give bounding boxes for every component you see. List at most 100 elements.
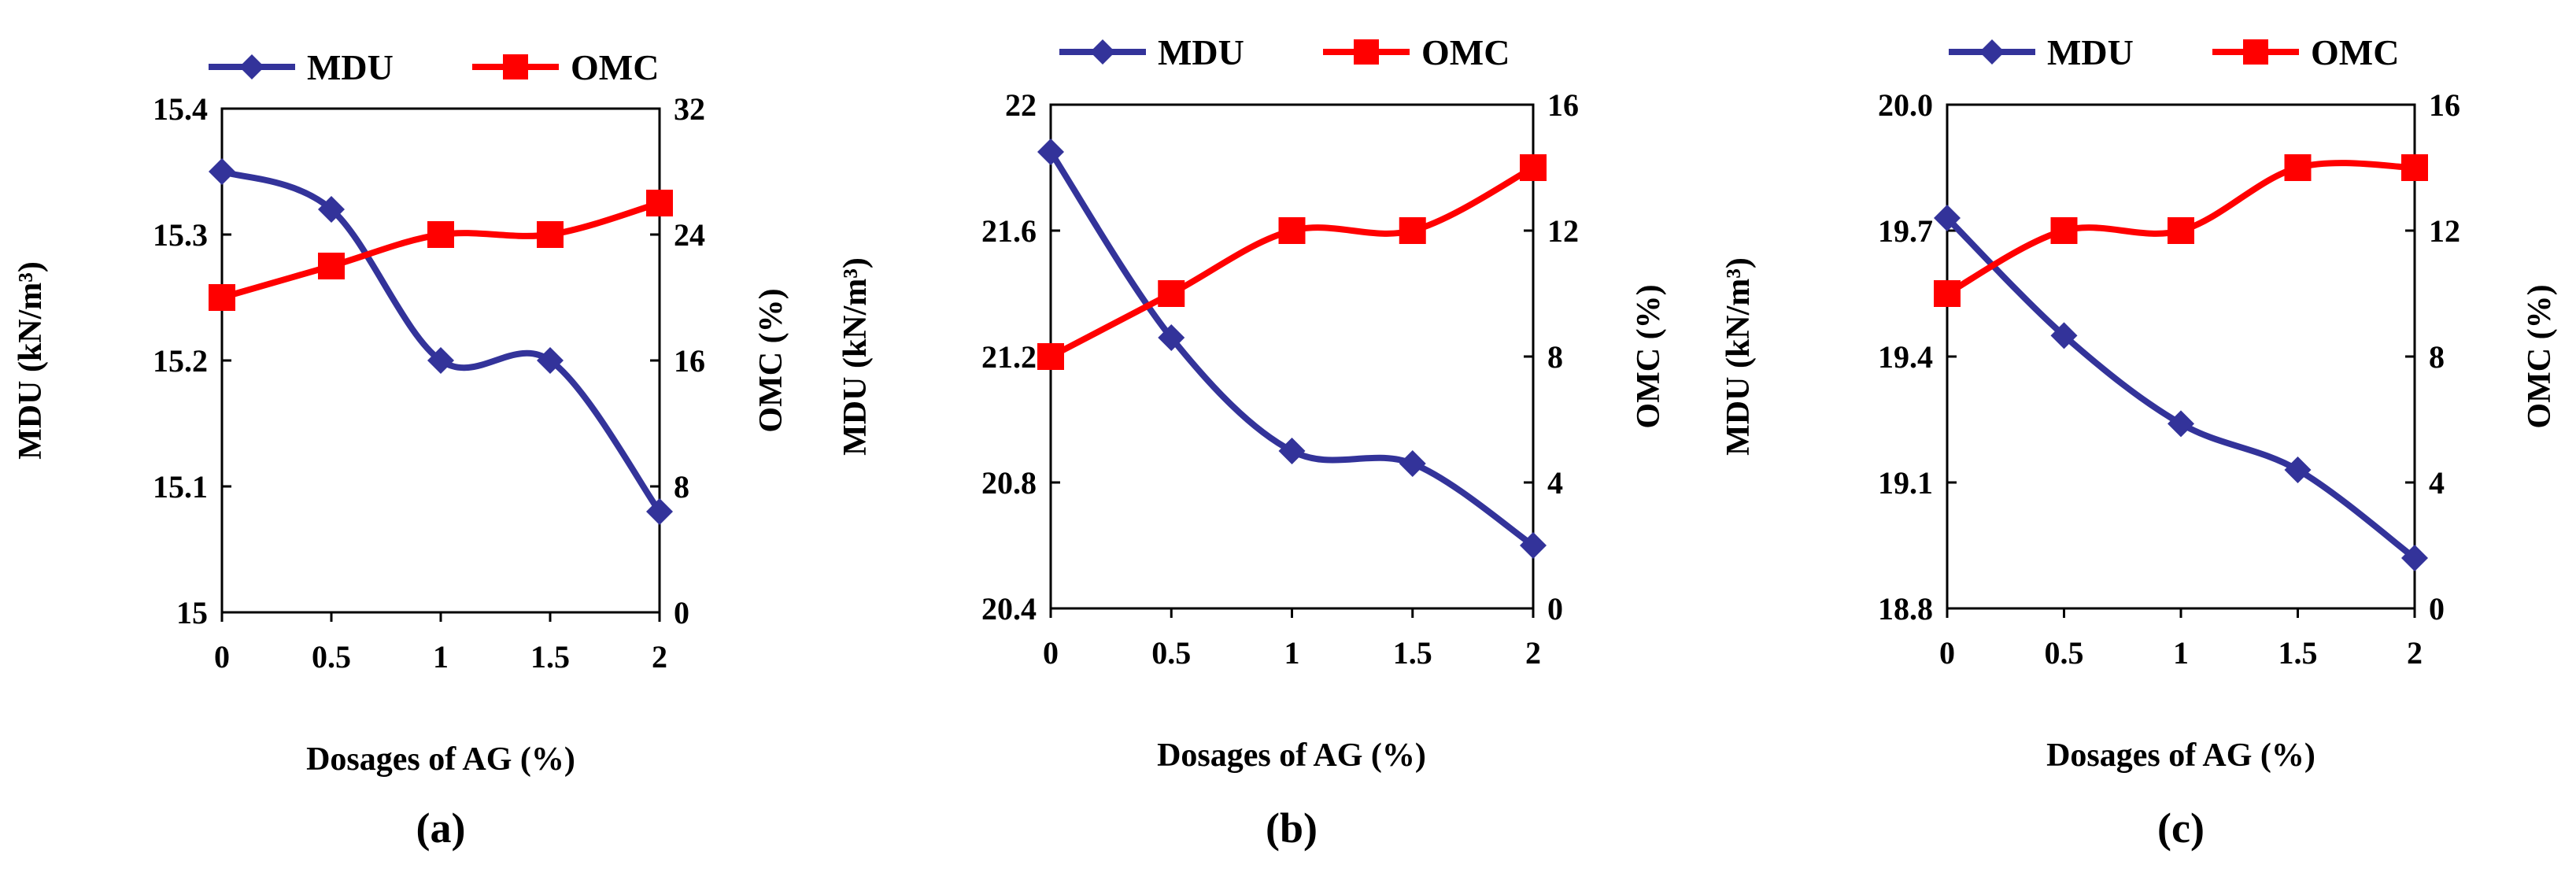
mdu-point [1278,438,1306,464]
mdu-point [1037,139,1064,165]
legend-omc-marker [1354,39,1379,65]
legend-omc-marker [2243,39,2268,65]
x-tick-label: 2 [652,639,667,675]
omc-point [1399,217,1426,244]
mdu-point [427,347,454,374]
mdu-point [318,196,345,223]
legend-omc-label: OMC [571,47,659,87]
y-tick-label: 20.0 [1878,87,1933,123]
omc-point [2284,154,2312,181]
y2-tick-label: 12 [1547,213,1579,249]
legend-mdu-marker [1979,39,2005,65]
y-tick-label: 15.3 [153,217,208,253]
x-axis-title: Dosages of AG (%) [2046,737,2315,774]
omc-point [537,221,564,248]
y2-tick-label: 0 [1547,591,1563,627]
mdu-point [646,498,673,525]
legend-mdu-label: MDU [307,47,394,87]
y2-tick-label: 0 [674,595,689,630]
y-tick-label: 15 [176,595,208,630]
omc-series-line [1049,164,1535,360]
legend: MDU OMC [209,47,659,87]
y-tick-label: 21.2 [981,339,1037,375]
chart-panel-a: 15 15.1 15.2 15.3 15.4 0 8 16 24 32 0 0.5 1 1.5 2 Dosag… [13,47,789,852]
x-tick-label: 1 [1284,635,1300,671]
x-tick-label: 1 [2173,635,2189,671]
omc-point [2050,217,2078,244]
omc-point [1037,343,1064,370]
x-tick-label: 2 [1525,635,1541,671]
omc-point [318,253,345,279]
legend: MDU OMC [1059,32,1510,72]
y-axis-title: MDU (kN/m³) [1720,257,1757,456]
y2-tick-label: 0 [2429,591,2445,627]
y2-tick-label: 12 [2429,213,2460,249]
y2-tick-label: 32 [674,91,705,127]
y-tick-label: 22 [1005,87,1037,123]
mdu-point [2401,545,2428,571]
y2-tick-label: 16 [2429,87,2460,123]
x-tick-label: 0.5 [312,639,351,675]
mdu-point [1934,205,1961,231]
mdu-series-line [1945,216,2417,561]
y2-tick-label: 16 [674,343,705,379]
y-tick-label: 19.7 [1878,213,1933,249]
y2-tick-label: 24 [674,217,705,253]
y2-tick-label: 8 [2429,339,2445,375]
legend-mdu-marker [1090,39,1115,65]
x-tick-label: 1.5 [1393,635,1432,671]
y2-axis-title: OMC (%) [753,288,789,432]
mdu-point [2050,322,2078,349]
y2-tick-label: 4 [1547,465,1563,501]
mdu-point [2168,410,2194,438]
y2-axis-title: OMC (%) [1631,284,1667,428]
plot-frame [1049,103,1535,610]
mdu-point [1520,532,1547,559]
y-tick-label: 19.4 [1878,339,1933,375]
chart-panel-c: 18.8 19.1 19.4 19.7 20.0 0 4 8 12 16 0 0.5 1 1.5 2 Dosa… [1720,32,2558,852]
panel-label: (c) [2157,804,2205,852]
legend-mdu-label: MDU [1158,32,1244,72]
mdu-point [1399,450,1426,477]
legend-mdu-label: MDU [2047,32,2134,72]
omc-point [2401,154,2428,181]
legend-omc-label: OMC [2311,32,2399,72]
y-tick-label: 20.8 [981,465,1037,501]
x-axis-title: Dosages of AG (%) [1157,737,1426,774]
x-tick-label: 0.5 [1151,635,1191,671]
legend-omc-marker [503,54,528,79]
y2-tick-label: 16 [1547,87,1579,123]
y-axis-title: MDU (kN/m³) [13,261,49,460]
x-tick-label: 0 [214,639,230,675]
x-tick-label: 1.5 [530,639,570,675]
omc-point [1278,217,1306,244]
legend: MDU OMC [1949,32,2399,72]
omc-point [427,221,454,248]
x-tick-label: 0 [1043,635,1059,671]
y-tick-label: 19.1 [1878,465,1933,501]
mdu-point [2284,456,2312,483]
x-axis-title: Dosages of AG (%) [306,741,575,778]
y-tick-label: 15.1 [153,469,208,505]
y-tick-label: 15.4 [153,91,208,127]
x-tick-label: 2 [2407,635,2423,671]
y-tick-label: 18.8 [1878,591,1933,627]
omc-point [2168,217,2194,244]
x-tick-label: 1.5 [2278,635,2318,671]
panel-label: (a) [416,804,466,852]
y2-tick-label: 4 [2429,465,2445,501]
omc-point [646,190,673,216]
y2-axis-title: OMC (%) [2522,284,2558,428]
y2-tick-label: 8 [674,469,689,505]
y-tick-label: 21.6 [981,213,1037,249]
chart-panel-b: 20.4 20.8 21.2 21.6 22 0 4 8 12 16 0 0.5 1 1.5 2 Dosage… [837,32,1667,852]
legend-omc-label: OMC [1421,32,1510,72]
y2-tick-label: 8 [1547,339,1563,375]
omc-point [1520,154,1547,181]
omc-point [1934,280,1961,307]
x-tick-label: 0.5 [2045,635,2084,671]
legend-mdu-marker [239,54,264,79]
y-tick-label: 15.2 [153,343,208,379]
mdu-point [1158,324,1185,351]
